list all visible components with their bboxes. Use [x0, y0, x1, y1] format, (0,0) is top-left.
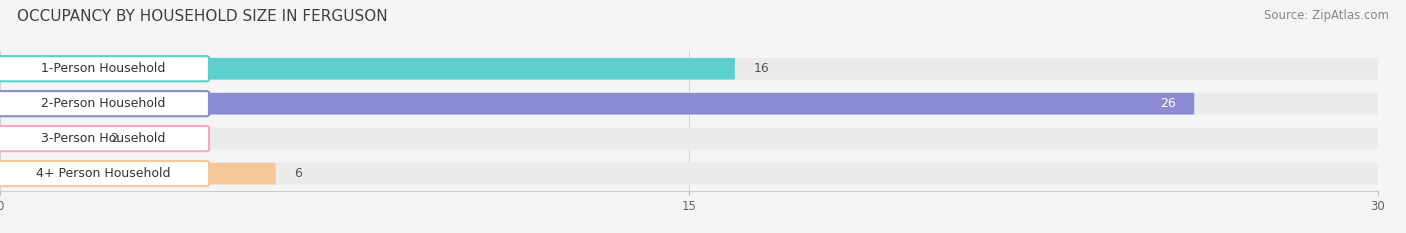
Text: 2: 2 [110, 132, 118, 145]
Text: 6: 6 [294, 167, 302, 180]
FancyBboxPatch shape [0, 126, 209, 151]
Text: 1-Person Household: 1-Person Household [41, 62, 166, 75]
Text: 16: 16 [754, 62, 769, 75]
Text: 3-Person Household: 3-Person Household [41, 132, 166, 145]
Text: 4+ Person Household: 4+ Person Household [37, 167, 170, 180]
FancyBboxPatch shape [0, 56, 209, 81]
Text: 2-Person Household: 2-Person Household [41, 97, 166, 110]
FancyBboxPatch shape [0, 93, 1378, 115]
FancyBboxPatch shape [0, 91, 209, 116]
FancyBboxPatch shape [0, 128, 91, 150]
Text: Source: ZipAtlas.com: Source: ZipAtlas.com [1264, 9, 1389, 22]
Text: OCCUPANCY BY HOUSEHOLD SIZE IN FERGUSON: OCCUPANCY BY HOUSEHOLD SIZE IN FERGUSON [17, 9, 388, 24]
FancyBboxPatch shape [0, 163, 276, 185]
FancyBboxPatch shape [0, 163, 1378, 185]
FancyBboxPatch shape [0, 58, 735, 80]
FancyBboxPatch shape [0, 128, 1378, 150]
FancyBboxPatch shape [0, 58, 1378, 80]
FancyBboxPatch shape [0, 161, 209, 186]
Text: 26: 26 [1160, 97, 1175, 110]
FancyBboxPatch shape [0, 93, 1194, 115]
